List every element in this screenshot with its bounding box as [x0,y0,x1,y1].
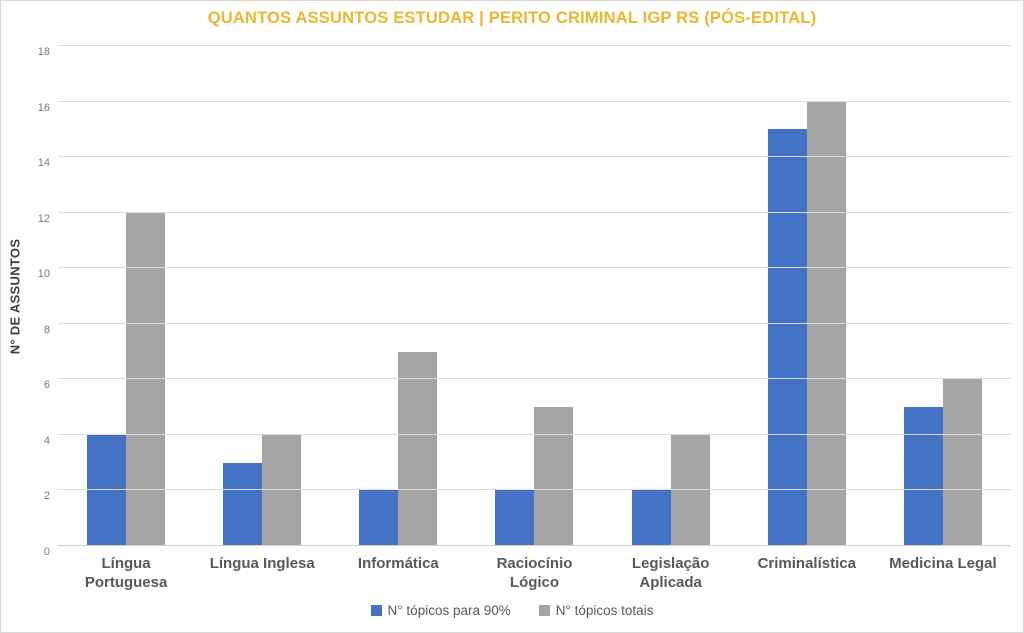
bar-group [603,46,739,546]
bar-series2-6 [806,101,846,546]
legend-label: N° tópicos para 90% [387,603,511,618]
bar-group [466,46,602,546]
bar-series1-3 [359,490,399,546]
y-axis-title: N° DE ASSUNTOS [7,238,23,355]
bar-group [58,46,194,546]
gridline-16 [58,100,1011,102]
gridline-2 [58,489,1011,491]
bars-row [58,46,1011,546]
legend-label: N° tópicos totais [555,603,654,618]
x-axis-label-6: Criminalística [757,555,856,572]
gridline-0 [58,545,1011,546]
bar-series1-6 [767,129,807,546]
bar-series2-3 [398,351,438,546]
x-axis-label-7: Medicina Legal [889,555,997,572]
bar-group [330,46,466,546]
gridline-10 [58,267,1011,269]
legend: N° tópicos para 90% N° tópicos totais [1,603,1023,618]
bar-series1-2 [223,462,263,546]
gridline-4 [58,433,1011,435]
legend-swatch-icon [370,605,382,616]
x-axis-label-3: Informática [357,555,439,572]
bar-series1-4 [495,490,535,546]
chart-title: QUANTOS ASSUNTOS ESTUDAR | PERITO CRIMIN… [207,9,817,27]
gridline-12 [58,211,1011,213]
bar-group [875,46,1011,546]
bar-series2-4 [534,407,574,546]
bar-series2-7 [942,379,982,546]
bar-series1-5 [631,490,671,546]
x-axis-labels: Língua Portuguesa Língua Inglesa Informáti… [58,555,1011,593]
gridline-8 [58,322,1011,324]
bar-group [194,46,330,546]
x-axis-label-5: Legislação Aplicada [631,555,710,591]
plot-area: 0 2 4 6 8 10 12 14 16 18 [38,45,1011,558]
bar-group [739,46,875,546]
x-axis-label-2: Língua Inglesa [209,555,315,572]
legend-item-2: N° tópicos totais [538,603,654,618]
legend-item-1: N° tópicos para 90% [370,603,511,618]
legend-swatch-icon [538,605,550,616]
gridline-6 [58,378,1011,380]
bar-series1-7 [903,407,943,546]
gridline-18 [58,45,1011,46]
x-axis-label-4: Raciocínio Lógico [496,555,573,591]
gridline-14 [58,156,1011,158]
x-axis-label-1: Língua Portuguesa [84,555,168,591]
